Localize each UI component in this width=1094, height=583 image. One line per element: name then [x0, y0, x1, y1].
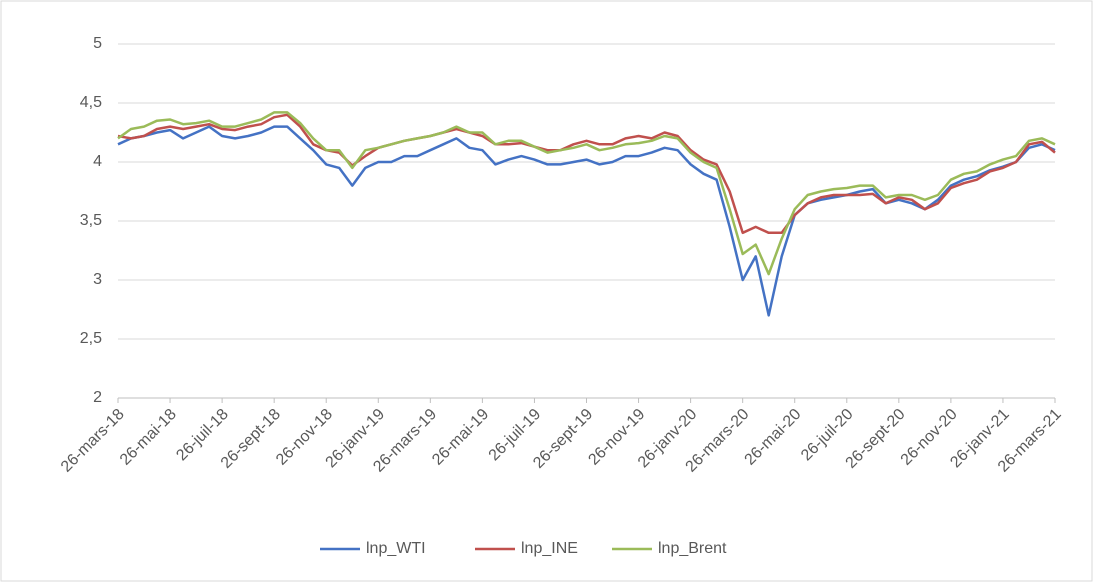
- series-line: [117, 113, 1056, 235]
- y-tick-label: 2,5: [80, 330, 102, 347]
- y-tick-label: 4: [93, 153, 102, 170]
- y-tick-label: 3,5: [80, 212, 102, 229]
- legend-label: lnp_INE: [521, 540, 578, 557]
- y-tick-label: 3: [93, 271, 102, 288]
- y-tick-label: 5: [93, 35, 102, 52]
- series-line: [117, 111, 1056, 276]
- y-tick-label: 4,5: [80, 94, 102, 111]
- legend-label: lnp_WTI: [366, 540, 426, 557]
- legend-label: lnp_Brent: [658, 540, 727, 557]
- series-line: [117, 125, 1056, 317]
- y-tick-label: 2: [93, 389, 102, 406]
